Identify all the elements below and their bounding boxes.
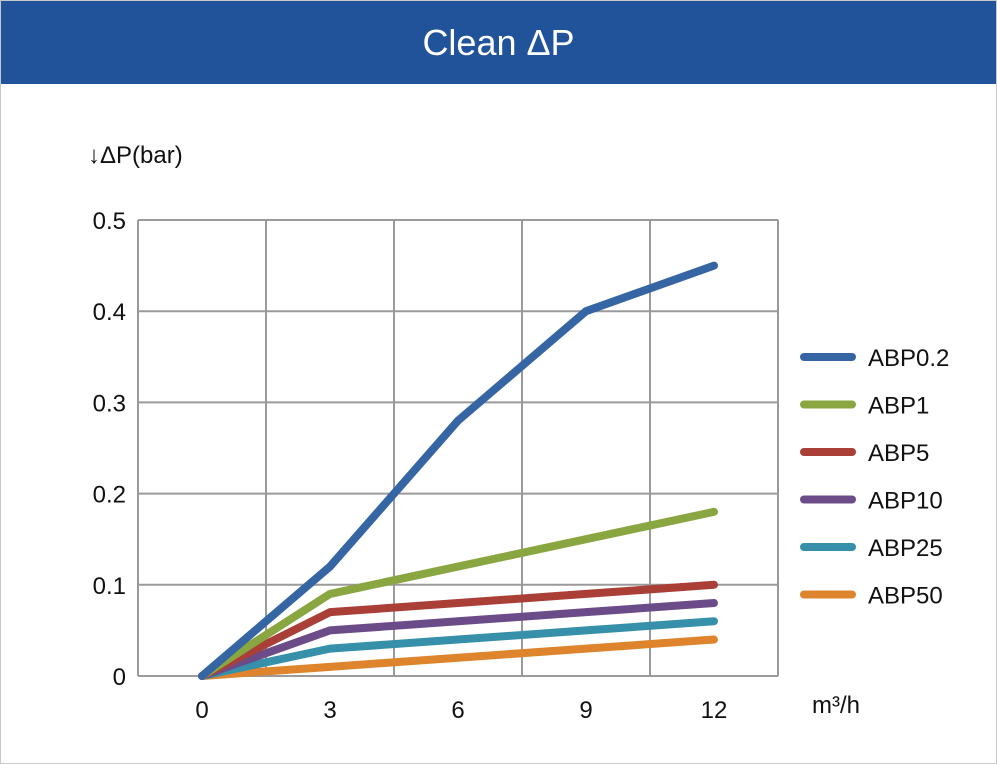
x-tick-label: 0	[195, 697, 208, 724]
x-tick-label: 3	[323, 697, 336, 724]
legend-label: ABP1	[868, 393, 929, 420]
y-tick-label: 0.3	[93, 390, 126, 417]
x-axis-label: m³/h	[812, 692, 860, 719]
legend-label: ABP0.2	[868, 345, 949, 372]
chart-title: Clean ΔP	[1, 1, 996, 84]
series-line-abp0-2	[198, 261, 718, 680]
y-tick-label: 0.5	[93, 208, 126, 235]
legend-label: ABP5	[868, 440, 929, 467]
y-axis-label: ↓ΔP(bar)	[88, 142, 183, 169]
legend-label: ABP10	[868, 488, 943, 515]
legend-label: ABP50	[868, 583, 943, 610]
y-tick-label: 0.4	[93, 299, 126, 326]
x-tick-label: 9	[579, 697, 592, 724]
x-tick-label: 12	[701, 697, 728, 724]
y-tick-label: 0.2	[93, 482, 126, 509]
y-tick-label: 0	[113, 664, 126, 691]
y-tick-label: 0.1	[93, 573, 126, 600]
legend-label: ABP25	[868, 535, 943, 562]
x-tick-label: 6	[451, 697, 464, 724]
